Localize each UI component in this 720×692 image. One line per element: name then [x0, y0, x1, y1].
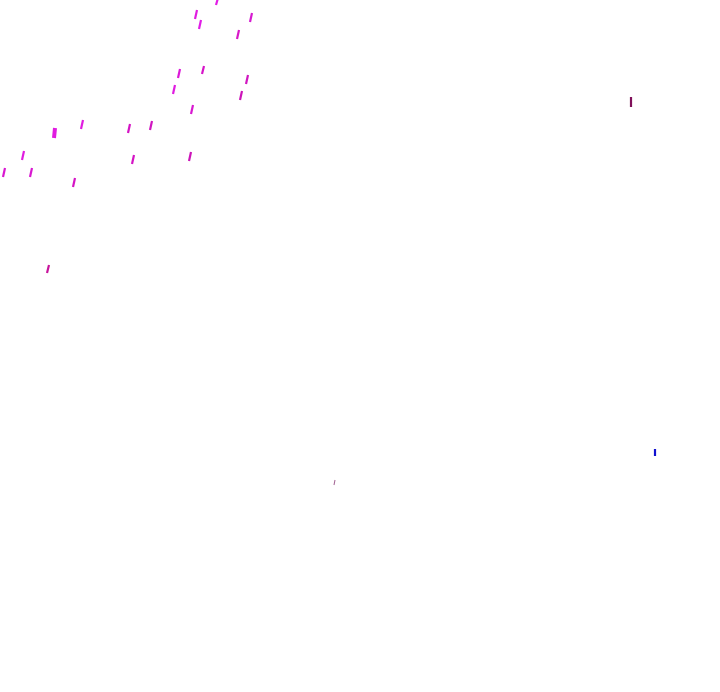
particle: [130, 154, 136, 165]
particle: [28, 167, 34, 178]
particle: [200, 65, 206, 75]
particle: [189, 104, 195, 115]
particle: [235, 29, 241, 40]
particle: [176, 68, 182, 79]
particle: [171, 84, 177, 95]
particle: [52, 127, 57, 139]
particle-group: [1, 0, 657, 486]
particle: [20, 150, 26, 161]
particle: [214, 0, 219, 6]
particle: [248, 12, 254, 23]
particle: [1, 167, 7, 178]
particle: [71, 177, 77, 188]
particle: [244, 74, 250, 85]
particle: [148, 120, 154, 131]
particle: [126, 123, 132, 134]
particle: [45, 264, 51, 274]
particle: [193, 9, 199, 20]
particle: [238, 90, 244, 101]
particle: [187, 151, 193, 162]
particle: [333, 479, 336, 486]
particle: [79, 119, 85, 130]
particle: [197, 19, 203, 30]
